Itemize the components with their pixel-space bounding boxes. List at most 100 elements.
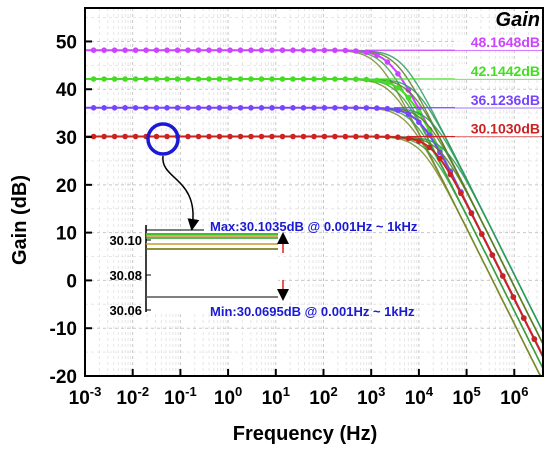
series-marker	[227, 133, 233, 140]
series-marker	[206, 76, 212, 82]
inset-tick-label-2: 30.08	[109, 268, 142, 283]
min-annotation: Min:30.0695dB @ 0.001Hz ~ 1kHz	[210, 304, 415, 319]
series-marker	[342, 105, 349, 111]
series-value-labels: 48.1648dB 42.1442dB 36.1236dB 30.1030dB	[455, 34, 541, 137]
series-marker	[395, 71, 401, 77]
series-marker	[269, 47, 275, 53]
series-value-label: 42.1442dB	[471, 63, 540, 79]
series-marker	[195, 47, 202, 53]
series-marker	[132, 76, 139, 82]
series-marker	[174, 105, 181, 111]
series-marker	[374, 52, 380, 59]
inset-background	[146, 231, 278, 311]
y-tick-label: -20	[50, 367, 77, 388]
series-marker	[353, 76, 359, 82]
x-tick-label: 10-3	[69, 384, 102, 409]
series-marker	[405, 111, 412, 117]
series-marker	[164, 47, 170, 53]
series-marker	[405, 94, 412, 101]
series-marker	[111, 105, 118, 111]
value-label-background	[455, 92, 541, 108]
y-tick-label: 0	[66, 271, 77, 292]
series-marker	[416, 119, 422, 125]
value-label-background	[455, 35, 541, 51]
series-marker	[258, 47, 265, 53]
series-marker	[300, 47, 307, 53]
x-tick-label: 105	[452, 384, 480, 409]
max-annotation: Max:30.1035dB @ 0.001Hz ~ 1kHz	[210, 219, 418, 234]
x-axis-title: Frequency (Hz)	[233, 423, 377, 445]
inset-tick-label-1: 30.10	[109, 233, 142, 248]
series-marker	[101, 76, 107, 82]
series-marker	[311, 105, 317, 111]
series-marker	[216, 133, 223, 140]
series-marker	[248, 76, 254, 82]
series-marker	[279, 47, 286, 53]
series-marker	[353, 105, 359, 111]
y-tick-label: 20	[56, 176, 77, 197]
series-marker	[405, 87, 412, 93]
series-marker	[122, 133, 128, 140]
series-marker	[321, 47, 328, 54]
series-marker	[363, 76, 370, 83]
series-marker	[216, 105, 223, 111]
series-marker	[227, 76, 233, 82]
series-marker	[185, 133, 191, 140]
series-marker	[258, 105, 265, 111]
series-marker	[479, 231, 485, 237]
series-marker	[468, 210, 475, 217]
y-tick-label: 10	[56, 224, 77, 245]
series-marker	[510, 294, 517, 300]
series-marker	[237, 133, 244, 140]
series-marker	[279, 105, 286, 111]
series-marker	[374, 133, 380, 140]
series-marker	[311, 133, 317, 140]
x-tick-label: 10-2	[116, 384, 149, 409]
series-marker	[489, 252, 496, 258]
series-marker	[321, 76, 328, 82]
series-marker	[447, 171, 454, 178]
series-marker	[122, 76, 128, 82]
series-marker	[111, 133, 118, 140]
series-marker	[153, 47, 160, 53]
series-marker	[416, 138, 422, 144]
series-marker	[164, 76, 170, 82]
x-tick-label: 10-1	[164, 384, 197, 409]
series-marker	[185, 47, 191, 53]
series-marker	[353, 48, 359, 54]
series-marker	[384, 59, 391, 65]
series-marker	[290, 105, 296, 111]
series-marker	[206, 133, 212, 140]
series-marker	[363, 105, 370, 111]
series-marker	[227, 105, 233, 111]
series-marker	[90, 133, 97, 140]
series-marker	[237, 105, 244, 111]
series-marker	[122, 105, 128, 111]
series-marker	[248, 105, 254, 111]
series-marker	[311, 47, 317, 53]
series-marker	[164, 133, 170, 140]
series-value-label: 36.1236dB	[471, 92, 540, 108]
y-tick-label: 50	[56, 32, 77, 53]
y-tick-label: -10	[50, 319, 77, 340]
series-marker	[143, 47, 149, 53]
series-marker	[300, 76, 307, 82]
series-marker	[290, 133, 296, 140]
series-marker	[195, 133, 202, 140]
series-marker	[290, 47, 296, 53]
series-marker	[332, 76, 338, 82]
zoom-circle	[146, 122, 180, 156]
series-marker	[290, 76, 296, 82]
series-marker	[279, 76, 286, 82]
series-marker	[90, 47, 97, 53]
x-tick-label: 103	[357, 384, 385, 409]
chart-title: Gain	[496, 9, 540, 31]
series-marker	[195, 105, 202, 111]
series-marker	[248, 47, 254, 53]
series-marker	[111, 47, 118, 53]
series-marker	[101, 105, 107, 111]
x-tick-label: 100	[214, 384, 242, 409]
series-marker	[132, 133, 139, 140]
series-marker	[227, 47, 233, 53]
series-marker	[300, 105, 307, 111]
